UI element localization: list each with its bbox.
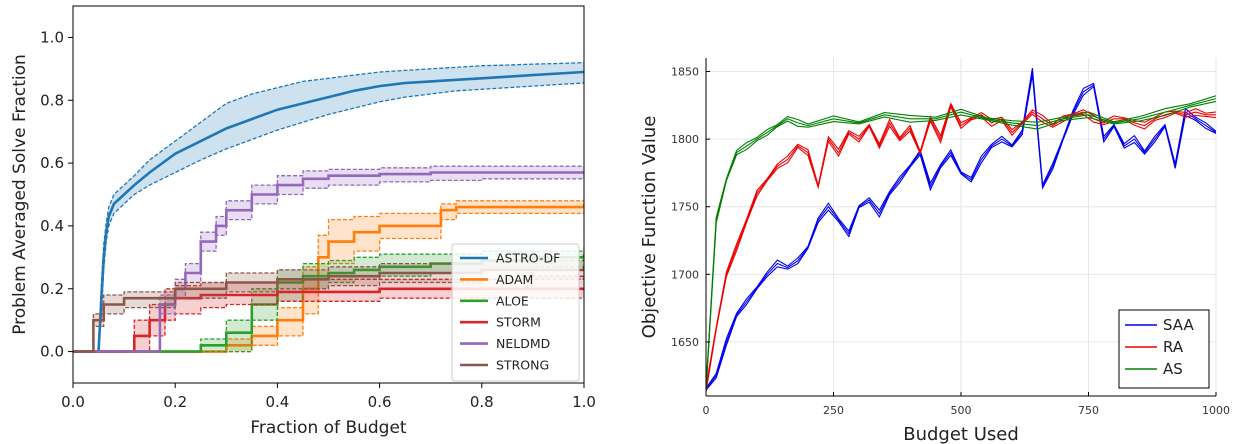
x-axis-label: Budget Used [903, 424, 1019, 444]
legend-item-storm: STORM [460, 315, 541, 330]
legend-label: AS [1163, 360, 1183, 378]
x-axis-label: Fraction of Budget [250, 418, 407, 438]
legend-item-as: AS [1125, 360, 1183, 378]
y-axis-label: Objective Function Value [639, 116, 660, 339]
legend-label: ALOE [496, 293, 529, 308]
legend-label: RA [1163, 338, 1184, 356]
x-tick-label: 0.2 [163, 393, 187, 411]
x-tick-label: 0.6 [368, 393, 392, 411]
y-tick-label: 0.4 [40, 217, 64, 235]
legend-label: ADAM [496, 272, 533, 287]
x-tick-label: 1000 [1202, 404, 1230, 417]
series-line-as [706, 95, 1216, 388]
series-line-ra [706, 105, 1216, 393]
x-tick-label: 0.4 [265, 393, 289, 411]
x-tick-label: 250 [823, 404, 844, 417]
upper-ci-astro-df [73, 61, 584, 353]
legend-item-ra: RA [1125, 338, 1184, 356]
y-tick-label: 1.0 [40, 28, 64, 46]
legend-item-neldmd: NELDMD [460, 336, 550, 351]
x-tick-label: 0 [703, 404, 710, 417]
upper-ci-strong [73, 257, 584, 353]
upper-ci-neldmd [73, 165, 584, 353]
legend-item-aloe: ALOE [460, 293, 529, 308]
lower-ci-strong [73, 276, 584, 353]
left-chart: 0.0 0.2 0.4 0.6 0.8 1.0 0.0 0.2 0.4 0.6 0.8 1.0 Frac… [10, 5, 596, 438]
series-line-as [706, 100, 1216, 391]
x-tick-label: 1.0 [572, 393, 596, 411]
legend-item-strong: STRONG [460, 358, 549, 373]
legend-item-astro-df: ASTRO-DF [460, 251, 560, 266]
legend: ASTRO-DF ADAM ALOE STORM NELDMD STRONG [451, 243, 580, 382]
series-line-saa [706, 74, 1216, 391]
series-line-astro-df [73, 70, 584, 353]
legend-item-saa: SAA [1125, 316, 1194, 334]
upper-ci-storm [73, 275, 584, 353]
y-tick-label: 0.6 [40, 154, 64, 172]
y-tick-label: 1700 [671, 268, 699, 281]
x-tick-label: 500 [951, 404, 972, 417]
upper-ci-adam [73, 197, 584, 353]
lower-ci-storm [73, 297, 584, 353]
legend-label: SAA [1163, 316, 1194, 334]
plot-area [706, 68, 1216, 393]
legend-label: STRONG [496, 358, 549, 373]
plot-frame [72, 5, 585, 384]
right-chart: 0 250 500 750 1000 1650 1700 1750 1800 1850 Budget… [639, 58, 1230, 444]
legend-label: STORM [496, 315, 541, 330]
y-tick-label: 0.8 [40, 91, 64, 109]
legend-label: NELDMD [496, 336, 550, 351]
y-tick-label: 0.0 [40, 343, 64, 361]
y-tick-label: 1800 [671, 133, 699, 146]
series-line-as [706, 98, 1216, 390]
x-tick-label: 0.8 [470, 393, 494, 411]
x-tick-label: 0.0 [61, 393, 85, 411]
series-line-strong [73, 266, 584, 353]
y-tick-label: 1750 [671, 201, 699, 214]
band-astro-df [73, 62, 584, 352]
y-axis-label: Problem Averaged Solve Fraction [10, 54, 30, 335]
legend-box [1118, 309, 1210, 389]
x-tick-label: 750 [1078, 404, 1099, 417]
y-tick-label: 0.2 [40, 280, 64, 298]
legend-label: ASTRO-DF [496, 251, 560, 266]
series-line-storm [73, 287, 584, 353]
y-tick-label: 1650 [671, 336, 699, 349]
legend: SAA RA AS [1118, 309, 1210, 389]
y-tick-label: 1850 [671, 66, 699, 79]
legend-item-adam: ADAM [460, 272, 533, 287]
series-line-adam [73, 203, 584, 353]
